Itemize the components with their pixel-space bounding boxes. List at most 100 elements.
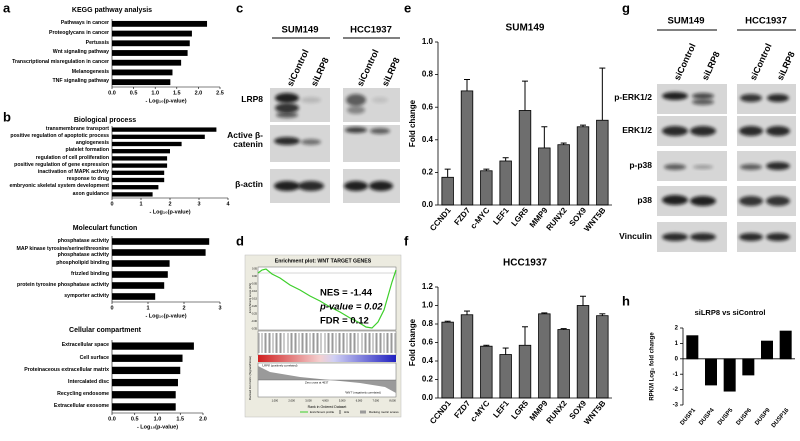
x-tick-label: CCND1 <box>428 205 453 232</box>
y-tick-label: regulation of cell proliferation <box>35 154 109 161</box>
error-bar <box>502 347 509 355</box>
blot-row-label: p38 <box>637 195 652 205</box>
bar <box>441 321 454 399</box>
error-bar <box>522 326 528 346</box>
gsea-text: 3,000 <box>305 399 312 403</box>
blot-band <box>664 164 686 170</box>
gsea-text: 0.00 <box>252 274 258 278</box>
gsea-text: Enrichment plot: WNT TARGET GENES <box>275 258 372 264</box>
category-label-box: Extracellular exosome <box>54 403 109 409</box>
gsea-text: NES = -1.44 <box>320 288 373 299</box>
x-tick-label: c-MYC <box>469 206 492 231</box>
blot-band <box>347 106 365 114</box>
bar <box>518 344 532 399</box>
condition-label: siControl <box>285 48 311 88</box>
bar <box>112 185 159 190</box>
gsea-text: -0.20 <box>251 304 257 308</box>
blot-row-label: Vinculin <box>619 231 652 241</box>
error-bar <box>464 310 470 315</box>
y-tick-label: response to drug <box>66 176 109 183</box>
bar <box>112 141 182 147</box>
y-tick-label: 0.2 <box>422 375 434 384</box>
category-label-box: response to drug <box>66 176 109 183</box>
x-tick-label: LGR5 <box>510 205 531 228</box>
blots <box>270 84 796 252</box>
y-tick-label: embryonic skeletal system development <box>9 183 109 190</box>
condition-label: siLRP8 <box>380 56 402 88</box>
x-tick-label: 1.5 <box>176 416 184 422</box>
category-label-box: platelet formation <box>65 148 109 154</box>
y-tick-label: 1.0 <box>422 301 434 310</box>
y-tick-label: transmembrane transport <box>45 125 109 132</box>
gsea-text: -0.30 <box>251 319 257 323</box>
chart-title: Biological process <box>74 117 136 124</box>
blot-band <box>662 195 688 205</box>
y-tick-label: Intercalated disc <box>68 378 109 385</box>
category-label-box: inactivation of MAPK activity <box>38 169 109 175</box>
bar <box>557 329 570 399</box>
y-tick-label: axon guidance <box>72 190 109 197</box>
y-tick-label: 0.8 <box>422 319 434 328</box>
blot-band <box>274 137 300 145</box>
x-tick-label: CCND1 <box>428 398 453 425</box>
x-tick-label: 0 <box>110 305 113 311</box>
x-tick-label: WNT5B <box>582 399 607 427</box>
blot-band <box>766 196 790 206</box>
cell-line-label: SUM149 <box>282 25 319 36</box>
blot-band <box>767 94 789 102</box>
x-tick-label: DUSP6 <box>736 407 754 427</box>
bar <box>538 147 551 206</box>
x-tick-label: 2 <box>168 201 171 207</box>
bar <box>112 192 153 197</box>
blot-band <box>372 97 388 103</box>
blot-band <box>690 126 716 136</box>
panel-label: b <box>3 109 11 124</box>
gsea-text: -0.05 <box>251 282 257 286</box>
bar <box>576 126 590 206</box>
category-label-box: Pathways in cancer <box>61 20 109 25</box>
bar <box>112 170 165 175</box>
x-tick-label: 2.5 <box>216 90 224 96</box>
x-tick-label: 0.5 <box>131 416 139 422</box>
y-tick-label: positive regulation of gene expression <box>14 161 109 168</box>
y-tick-label: protein tyrosine phosphatase activity <box>17 281 109 288</box>
x-tick-label: 1 <box>146 305 149 311</box>
blot-band <box>766 233 790 241</box>
y-tick-label: symporter activity <box>64 292 109 299</box>
category-label-box: Transcriptional misregulation in cancer <box>12 59 109 64</box>
gsea-text: 1,000 <box>272 399 279 403</box>
bar <box>112 59 182 66</box>
y-tick-label: 1.0 <box>422 37 434 46</box>
blot-band <box>662 126 688 136</box>
x-axis-label: - Log₁₀(p-value) <box>145 313 186 319</box>
y-tick-label: Cell surface <box>79 354 109 361</box>
gsea-text: Hits <box>344 410 350 414</box>
error-bar <box>444 320 451 323</box>
gsea-text: -0.10 <box>251 289 257 293</box>
x-tick-label: DUSP4 <box>698 407 716 427</box>
bar <box>499 160 512 206</box>
y-tick-label: positive regulation of apoptotic process <box>10 133 109 140</box>
category-label-box: Intercalated disc <box>68 378 109 385</box>
error-bar <box>502 157 509 161</box>
blot-band <box>690 196 716 206</box>
x-tick-label: DUSP16 <box>771 407 791 429</box>
hits-area <box>257 330 397 356</box>
gsea-text: -0.25 <box>251 312 257 316</box>
gsea-text: Ranking metric scores <box>369 410 399 414</box>
x-tick-label: LEF1 <box>491 205 511 226</box>
bar <box>112 20 208 27</box>
x-tick-label: RUNX2 <box>544 398 569 425</box>
bar <box>596 315 609 399</box>
error-bar <box>541 312 548 314</box>
category-label-box: Recycling endosome <box>57 391 109 397</box>
chart-title: KEGG pathway analysis <box>72 7 152 14</box>
legend-swatch <box>360 410 366 414</box>
bar <box>112 79 171 86</box>
gsea-text: 7,000 <box>373 399 380 403</box>
blot-band <box>739 233 763 241</box>
category-label-box: transmembrane transport <box>45 125 109 132</box>
bar <box>460 90 474 206</box>
category-label-box: Wnt signaling pathway <box>53 50 109 55</box>
